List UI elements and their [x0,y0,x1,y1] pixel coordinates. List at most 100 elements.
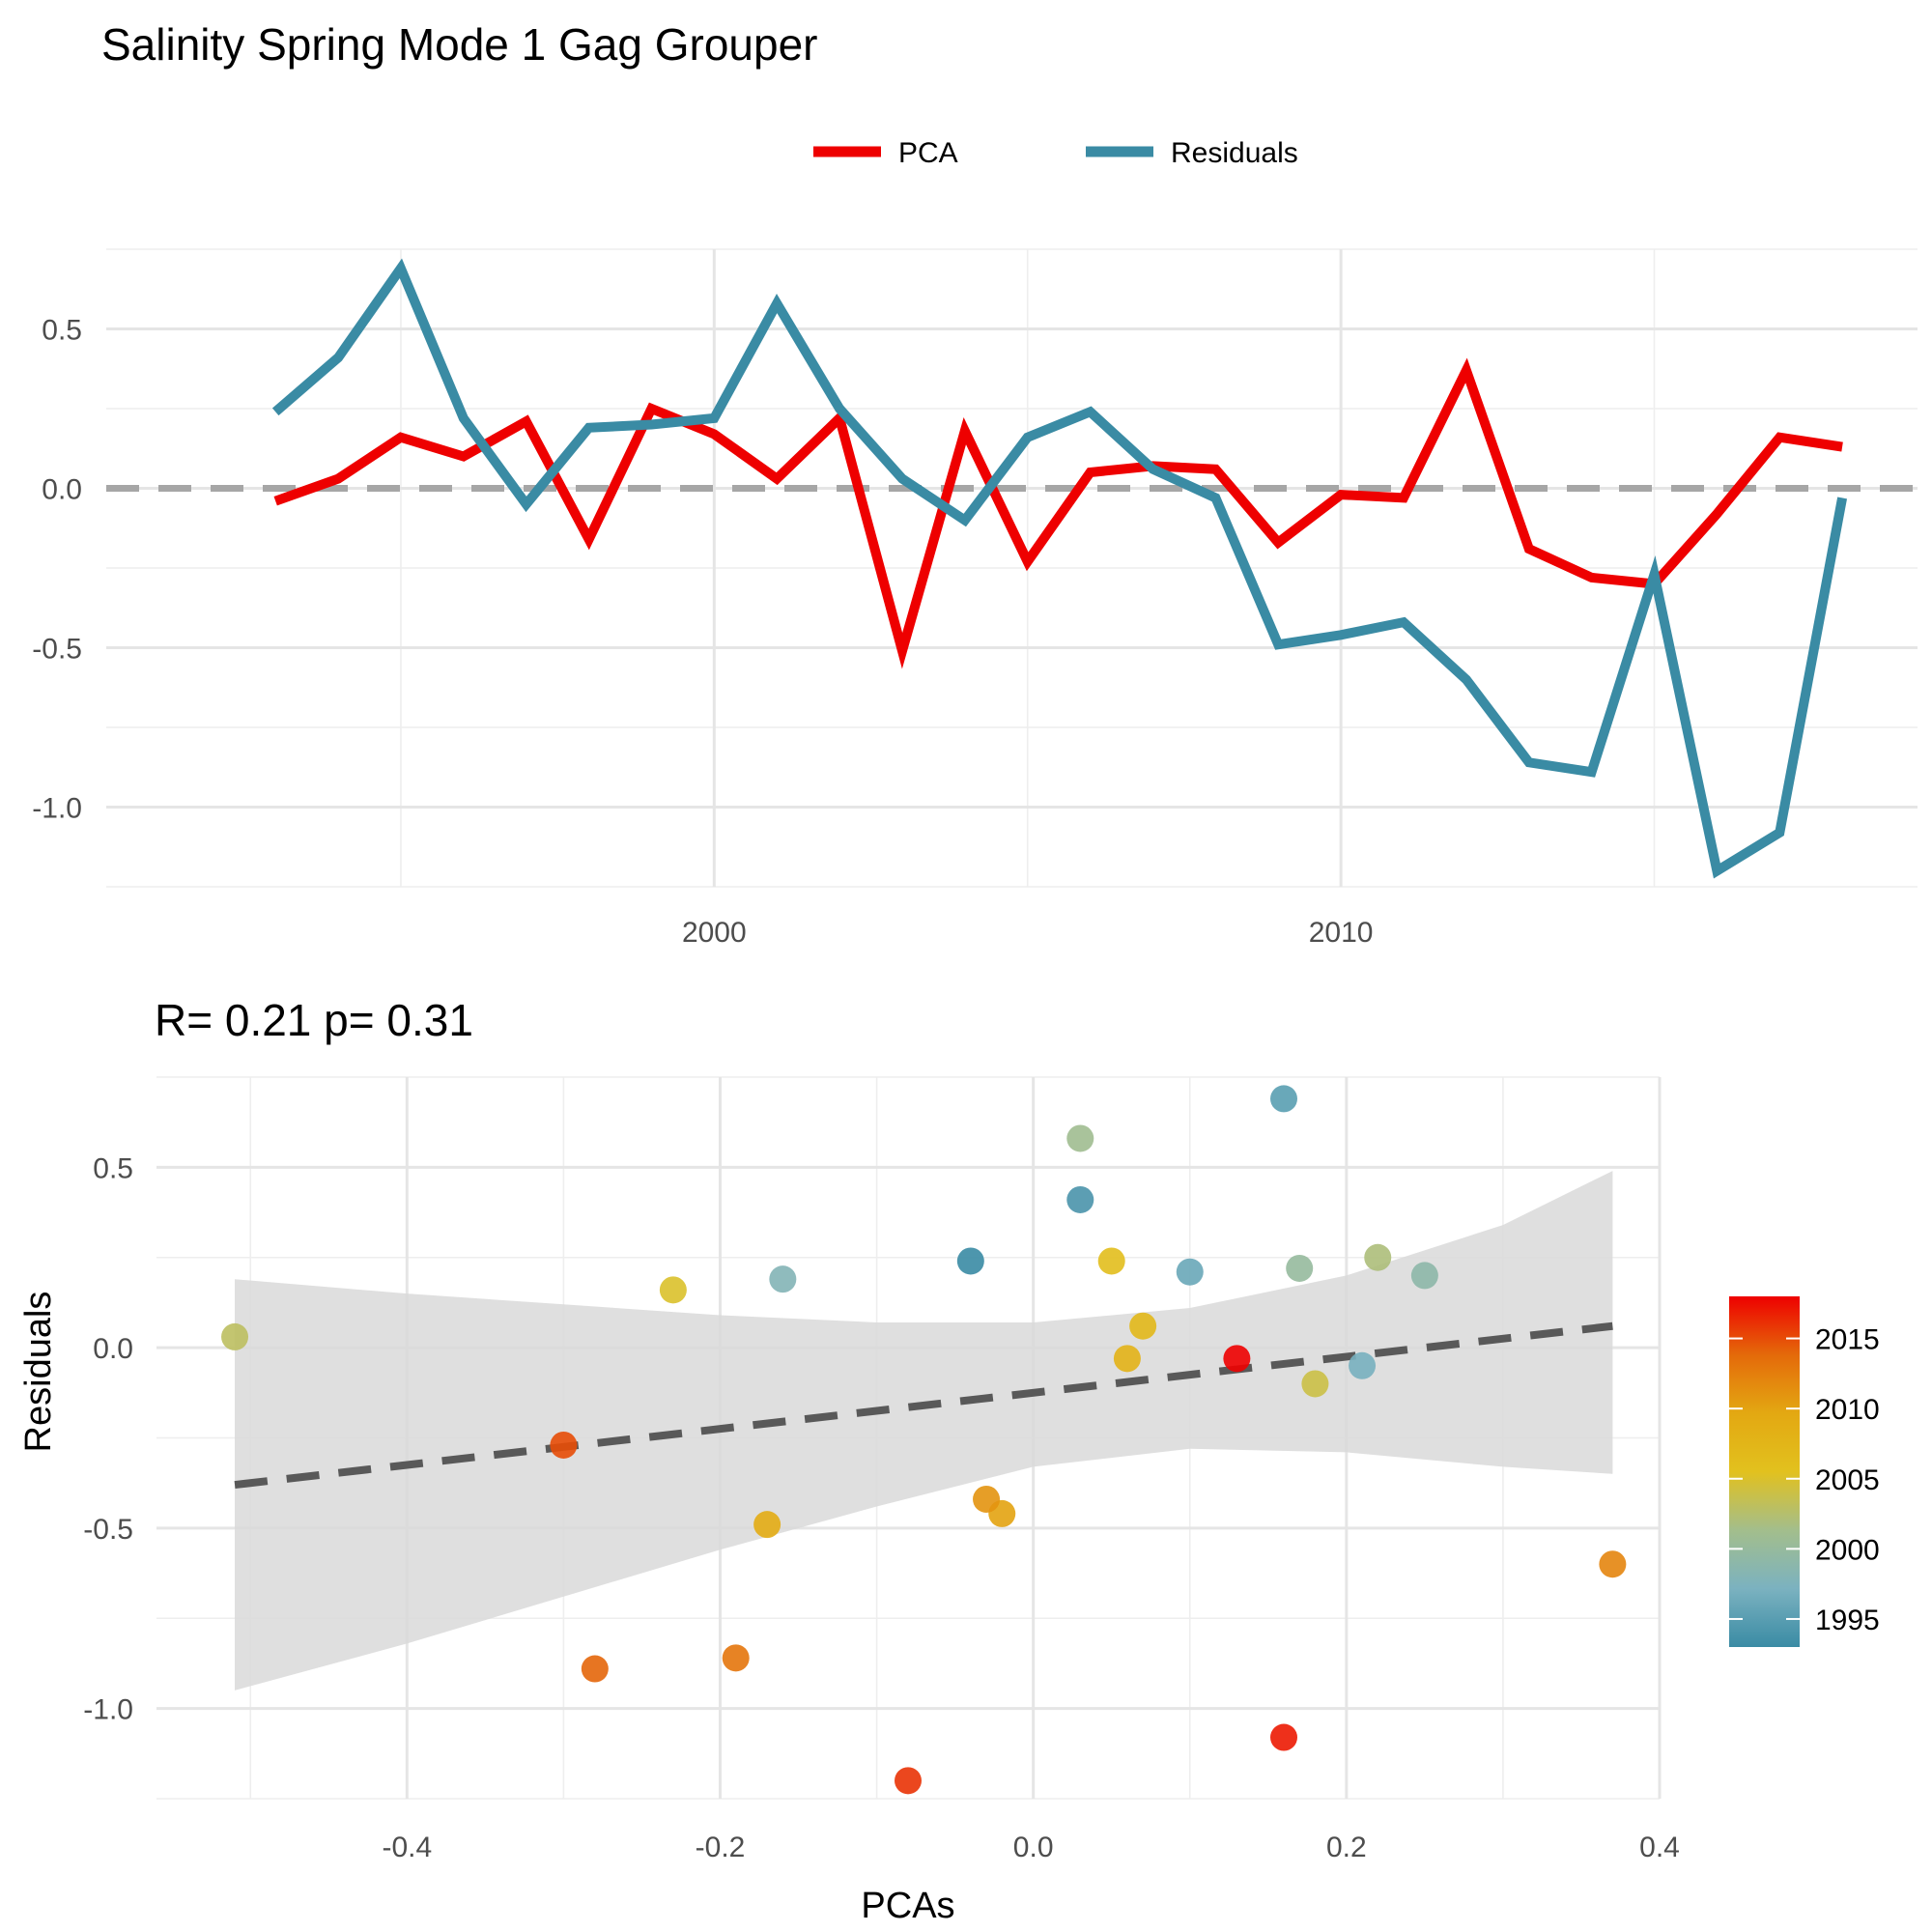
x-tick-label: 0.0 [1013,1832,1054,1863]
x-tick-label: -0.2 [696,1832,746,1863]
data-point-pca [1716,513,1718,515]
data-point-residuals [1465,679,1467,681]
scatter-point [1410,1262,1438,1290]
scatter-point [769,1265,797,1293]
colorbar-gradient [1729,1296,1800,1647]
scatter-point [895,1767,922,1795]
scatter-point [1223,1345,1251,1373]
scatter-point [1286,1254,1314,1282]
data-point-pca [964,430,966,432]
data-point-pca [400,437,402,439]
scatter-point [753,1511,781,1539]
data-point-pca [1841,446,1843,448]
x-tick-label: 2010 [1309,917,1374,949]
data-point-pca [337,478,339,480]
data-point-residuals [1716,870,1718,872]
y-tick-label: -1.0 [32,793,82,825]
top-chart-plot-area [106,258,1918,879]
scatter-point [1270,1723,1297,1751]
scatter-point [659,1276,687,1304]
data-point-residuals [1090,411,1092,412]
colorbar-tick-label: 2000 [1815,1534,1880,1566]
data-point-residuals [1277,643,1279,645]
scatter-point [1129,1312,1157,1340]
series-line-residuals [271,258,1848,879]
data-point-residuals [901,478,903,480]
data-point-pca [1027,560,1029,562]
scatter-point [956,1247,984,1275]
series-line-pca [273,357,1843,669]
data-point-residuals [463,417,465,419]
data-point-pca [650,408,652,410]
data-point-residuals [1027,437,1029,439]
data-point-residuals [1403,621,1405,623]
x-tick-label: 0.4 [1639,1832,1680,1863]
data-point-residuals [526,503,527,505]
colorbar-tick-label: 2015 [1815,1324,1880,1356]
data-point-pca [526,420,527,422]
data-point-residuals [1654,574,1656,576]
x-axis-label: PCAs [861,1886,954,1926]
y-tick-label: 0.5 [42,315,82,347]
data-point-pca [901,650,903,652]
y-axis-label: Residuals [18,1292,59,1453]
data-point-residuals [1151,469,1153,470]
scatter-point [1066,1124,1094,1152]
data-point-pca [838,417,840,419]
scatter-point [1066,1185,1094,1213]
scatter-point [722,1644,750,1672]
top-chart-tick-labels: 0.5 0.0 -0.5 -1.0 2000 2010 [32,315,1373,950]
x-tick-label: -0.4 [382,1832,432,1863]
data-point-residuals [964,520,966,522]
y-tick-label: 0.0 [42,474,82,506]
data-point-residuals [337,356,339,358]
top-chart-grid [106,248,1918,888]
x-tick-label: 0.2 [1326,1832,1367,1863]
scatter-point [1176,1258,1204,1286]
scatter-point [1270,1085,1297,1113]
scatter-point [1349,1351,1377,1379]
scatter-point [221,1322,249,1350]
scatter-tick-labels: 0.5 0.0 -0.5 -1.0 -0.4 -0.2 0.0 0.2 0.4 [83,1152,1680,1863]
data-point-pca [1465,369,1467,371]
data-point-residuals [776,302,778,304]
data-point-residuals [588,427,590,429]
data-point-pca [1340,494,1342,496]
data-point-residuals [400,268,402,270]
scatter-point [1097,1247,1125,1275]
colorbar-tick-label: 2005 [1815,1464,1880,1496]
scatter-point [581,1655,609,1683]
data-point-pca [1528,548,1530,550]
data-point-residuals [274,411,276,412]
data-point-pca [1277,542,1279,544]
data-point-residuals [1528,761,1530,763]
regression-line [234,1321,1613,1490]
data-point-residuals [1841,497,1843,498]
scatter-point [1301,1370,1329,1398]
chart-title: Salinity Spring Mode 1 Gag Grouper [101,19,818,70]
confidence-band [235,1171,1613,1690]
year-colorbar: 2015 2010 2005 2000 1995 [1729,1296,1880,1647]
data-point-pca [1778,437,1780,439]
x-tick-label: 2000 [682,917,747,949]
y-tick-label: -1.0 [83,1694,133,1726]
colorbar-tick-label: 1995 [1815,1605,1880,1636]
y-tick-label: -0.5 [83,1514,133,1546]
colorbar-tick-label: 2010 [1815,1394,1880,1426]
data-point-pca [776,478,778,480]
data-point-residuals [650,424,652,426]
scatter-point [973,1485,1001,1513]
data-point-residuals [713,417,715,419]
data-point-pca [1090,471,1092,473]
data-point-pca [713,433,715,435]
data-point-residuals [838,408,840,410]
scatter-point [1113,1345,1141,1373]
data-point-pca [463,456,465,458]
y-tick-label: -0.5 [32,634,82,666]
legend-label: Residuals [1171,137,1298,169]
data-point-pca [588,538,590,540]
legend-label: PCA [898,137,958,169]
data-point-residuals [1778,832,1780,834]
data-point-pca [1591,577,1593,579]
